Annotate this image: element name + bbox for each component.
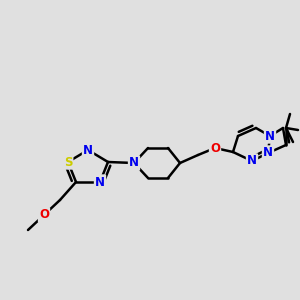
Text: N: N: [265, 130, 275, 142]
Text: N: N: [263, 146, 273, 160]
Text: S: S: [64, 155, 72, 169]
Text: O: O: [39, 208, 49, 221]
Text: O: O: [210, 142, 220, 154]
Text: N: N: [83, 143, 93, 157]
Text: N: N: [95, 176, 105, 188]
Text: N: N: [129, 157, 139, 169]
Text: N: N: [247, 154, 257, 167]
